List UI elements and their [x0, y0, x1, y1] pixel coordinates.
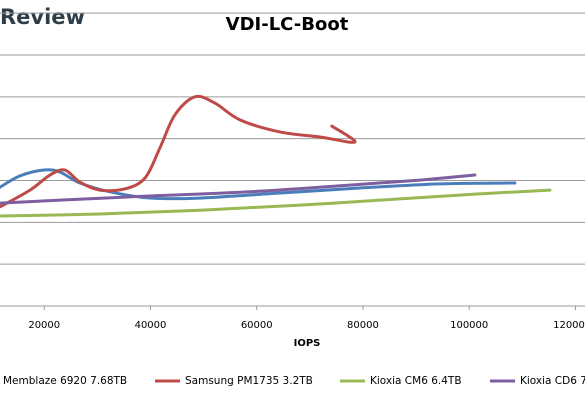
- x-tick-label: 40000: [135, 320, 167, 331]
- x-axis-title: IOPS: [294, 338, 321, 349]
- legend-label: Memblaze 6920 7.68TB: [3, 375, 127, 387]
- legend-label: Kioxia CM6 6.4TB: [370, 375, 462, 387]
- x-tick-label: 12000: [553, 320, 585, 331]
- series-line: [0, 173, 477, 205]
- brand: Review: [0, 5, 85, 29]
- series-line: [0, 168, 517, 201]
- x-tick-label: 60000: [241, 320, 273, 331]
- legend-label: Kioxia CD6 7: [520, 375, 585, 387]
- series-line: [0, 188, 552, 218]
- series-line: [0, 94, 357, 209]
- x-tick-label: 20000: [28, 320, 60, 331]
- x-tick-label: 100000: [450, 320, 488, 331]
- chart-title: VDI-LC-Boot: [226, 14, 349, 35]
- x-tick-label: 80000: [347, 320, 379, 331]
- legend-label: Samsung PM1735 3.2TB: [185, 375, 313, 387]
